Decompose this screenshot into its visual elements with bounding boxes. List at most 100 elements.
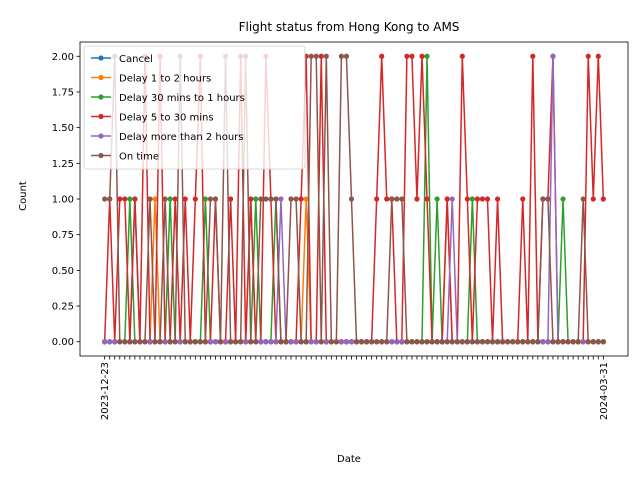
data-point (192, 339, 198, 345)
data-point (469, 196, 475, 202)
data-point (293, 339, 299, 345)
data-point (459, 339, 465, 345)
data-point (172, 196, 178, 202)
data-point (313, 339, 319, 345)
data-point (167, 196, 173, 202)
data-point (273, 196, 279, 202)
data-point (303, 339, 309, 345)
chart-title: Flight status from Hong Kong to AMS (239, 20, 460, 34)
data-point (540, 339, 546, 345)
data-point (545, 196, 551, 202)
data-point (474, 196, 481, 202)
data-point (600, 339, 606, 345)
data-point (570, 339, 576, 345)
data-point (464, 196, 470, 202)
data-point (585, 53, 591, 59)
x-axis-label: Date (337, 454, 361, 465)
data-point (353, 339, 360, 345)
data-point (560, 196, 566, 202)
data-point (565, 339, 571, 345)
x-tick-label: 2024-03-31 (599, 362, 610, 420)
y-tick-label: 0.00 (52, 337, 74, 348)
data-point (409, 53, 415, 59)
data-point (333, 339, 339, 345)
data-point (580, 339, 586, 345)
legend-marker (98, 94, 104, 100)
data-point (530, 53, 536, 59)
data-point (227, 339, 234, 345)
data-point (137, 339, 143, 345)
legend-marker (98, 152, 104, 159)
data-point (268, 339, 274, 345)
data-point (464, 339, 470, 345)
data-point (494, 339, 501, 345)
data-point (207, 196, 214, 202)
y-tick-label: 2.00 (52, 52, 74, 63)
data-point (419, 53, 425, 59)
data-point (102, 339, 108, 345)
data-point (192, 196, 198, 202)
data-point (117, 196, 123, 202)
data-point (202, 196, 208, 202)
data-point (343, 53, 350, 59)
data-point (469, 339, 475, 345)
data-point (182, 339, 188, 345)
data-point (379, 339, 385, 345)
data-point (212, 196, 219, 202)
data-point (500, 339, 506, 345)
data-point (414, 339, 420, 345)
data-point (323, 339, 329, 345)
data-point (535, 339, 541, 345)
data-point (107, 339, 113, 345)
data-point (545, 339, 551, 345)
data-point (449, 196, 455, 202)
y-axis-label: Count (18, 181, 29, 211)
legend-label: Delay 5 to 30 mins (119, 113, 214, 124)
data-point (409, 339, 415, 345)
data-point (303, 196, 309, 202)
data-point (278, 339, 284, 345)
data-point (484, 196, 491, 202)
data-point (338, 53, 345, 59)
data-point (404, 53, 410, 59)
data-point (308, 339, 314, 345)
legend-entry: Delay 5 to 30 mins (91, 113, 214, 124)
data-point (273, 339, 279, 345)
data-point (197, 339, 203, 345)
data-point (177, 339, 183, 345)
data-point (348, 196, 355, 202)
data-point (590, 339, 596, 345)
data-point (298, 196, 304, 202)
data-point (268, 196, 274, 202)
data-point (374, 196, 380, 202)
data-point (600, 196, 606, 202)
data-point (555, 339, 561, 345)
data-point (147, 196, 153, 202)
data-point (520, 339, 526, 345)
data-point (560, 339, 566, 345)
legend-entry: Delay 1 to 2 hours (91, 74, 211, 85)
data-point (253, 196, 259, 202)
data-point (489, 339, 496, 345)
data-point (374, 339, 380, 345)
data-point (227, 196, 234, 202)
data-point (429, 339, 435, 345)
data-point (590, 196, 596, 202)
data-point (510, 339, 516, 345)
x-tick-label: 2023-12-23 (100, 362, 111, 420)
data-point (207, 339, 214, 345)
data-point (444, 339, 450, 345)
data-point (167, 339, 173, 345)
data-point (369, 339, 375, 345)
plot-area (102, 53, 606, 345)
data-point (338, 339, 345, 345)
data-point (343, 339, 350, 345)
series-5 (102, 53, 606, 345)
data-point (379, 53, 385, 59)
data-point (308, 53, 314, 59)
data-point (414, 196, 420, 202)
data-point (318, 339, 324, 345)
data-point (243, 339, 249, 345)
data-point (248, 339, 254, 345)
